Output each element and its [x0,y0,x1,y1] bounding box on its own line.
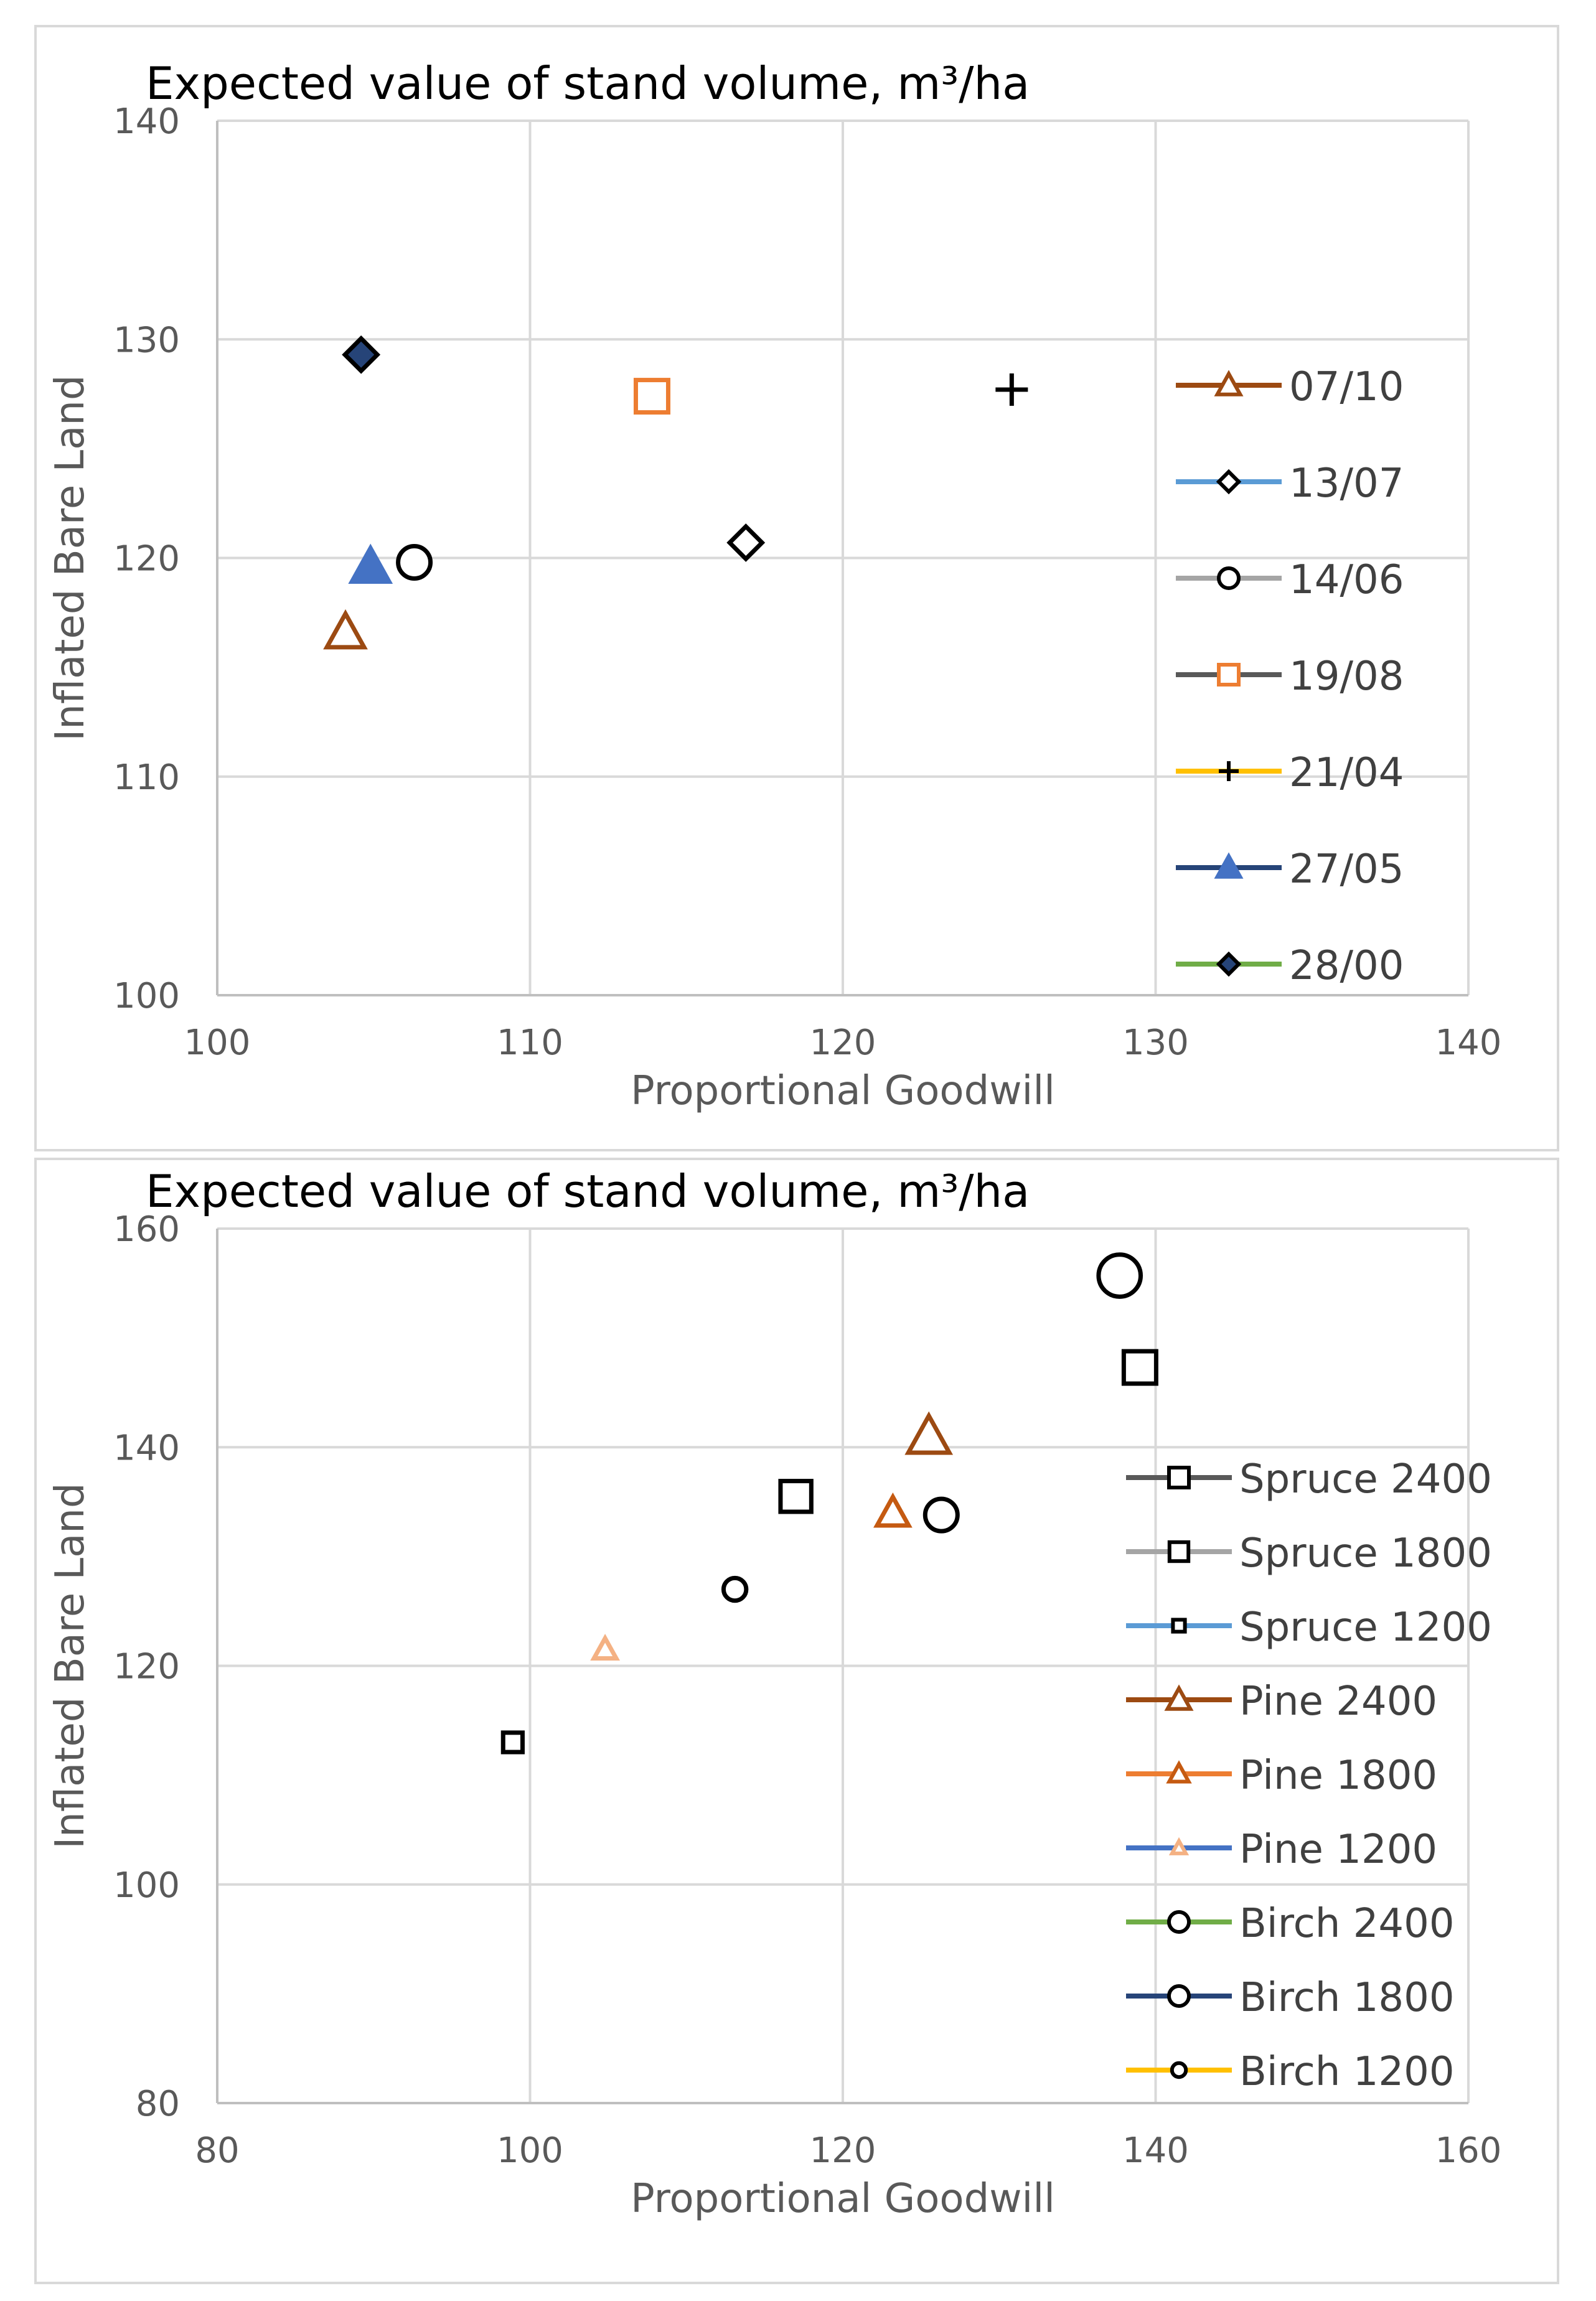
x-tick-label: 120 [810,2130,876,2171]
data-point [342,335,381,374]
legend-marker [1217,663,1241,687]
data-point [396,544,433,581]
legend-label: Birch 1200 [1239,2049,1455,2095]
legend-marker [1167,1466,1191,1489]
y-tick-label: 110 [113,757,180,798]
legend-item: Pine 1800 [1126,1753,1437,1799]
legend-item: Birch 1200 [1126,2049,1455,2095]
data-point [590,1634,620,1661]
y-tick-label: 120 [113,1647,180,1687]
x-tick-label: 160 [1435,2130,1502,2171]
legend-item: Spruce 2400 [1126,1456,1492,1502]
data-points [323,335,1028,650]
legend-marker [1167,1984,1191,2008]
x-tick-label: 140 [1122,2130,1189,2171]
legend-label: Pine 1200 [1239,1827,1437,1873]
y-tick-label: 100 [113,1865,180,1906]
legend-item: 13/07 [1176,461,1404,507]
legend-item: Pine 2400 [1126,1679,1437,1725]
legend-label: 07/10 [1289,364,1404,410]
legend-marker [1216,951,1242,977]
y-tick-label: 160 [113,1209,180,1250]
legend-item: Spruce 1200 [1126,1605,1492,1651]
legend-item: 14/06 [1176,557,1404,603]
legend-marker [1170,2061,1188,2079]
legend: Spruce 2400 Spruce 1800 Spruce 1200 Pine 24… [1126,1456,1492,2095]
legend-label: 28/00 [1289,943,1404,989]
data-points [500,1252,1158,1755]
data-point [348,543,393,584]
legend-marker [1167,1910,1191,1934]
data-point [726,523,766,562]
legend-marker [1214,370,1244,396]
legend-marker [1219,761,1239,781]
data-point [904,1411,954,1455]
legend-item: Birch 2400 [1126,1901,1455,1947]
legend-item: 27/05 [1176,846,1404,893]
legend-marker [1168,1837,1190,1855]
x-tick-label: 120 [810,1023,876,1063]
x-tick-label: 80 [195,2130,239,2171]
legend-label: Birch 1800 [1239,1975,1455,2021]
legend-label: Spruce 1200 [1239,1605,1492,1651]
data-point [323,609,368,650]
chart-panel-top: 100 110 120 130 140 100 110 120 130 140 Expected v… [34,25,1559,1151]
legend-marker [1171,1618,1187,1634]
legend-item: 07/10 [1176,364,1404,410]
legend-marker [1217,566,1241,590]
x-tick-label: 130 [1122,1023,1189,1063]
legend-label: Pine 1800 [1239,1753,1437,1799]
legend-label: 14/06 [1289,557,1404,603]
legend-label: 13/07 [1289,461,1404,507]
chart-title: Expected value of stand volume, m³/ha [146,57,1030,110]
legend-marker [1167,1540,1191,1563]
legend-item: 21/04 [1176,750,1404,796]
y-tick-label: 100 [113,976,180,1016]
legend-item: Spruce 1800 [1126,1530,1492,1577]
y-tick-label: 120 [113,539,180,579]
legend-label: Spruce 1800 [1239,1530,1492,1577]
legend-marker [1214,852,1244,879]
x-tick-label: 140 [1435,1023,1502,1063]
legend-label: 19/08 [1289,654,1404,700]
legend-marker [1166,1760,1192,1784]
y-tick-label: 140 [113,1428,180,1468]
legend-label: Spruce 2400 [1239,1456,1492,1502]
chart-title: Expected value of stand volume, m³/ha [146,1165,1030,1217]
x-tick-label: 110 [497,1023,563,1063]
data-point [500,1730,525,1755]
legend-label: Pine 2400 [1239,1679,1437,1725]
y-axis-label: Inflated Bare Land [47,1483,93,1849]
y-tick-label: 140 [113,101,180,142]
legend-item: 19/08 [1176,654,1404,700]
data-point [1096,1252,1143,1299]
legend-label: 27/05 [1289,846,1404,893]
data-point [721,1575,749,1603]
chart-panel-bottom: 80 100 120 140 160 80 100 120 140 160 Expected val… [34,1158,1559,2284]
data-point [1121,1349,1158,1386]
legend-marker [1216,469,1242,495]
data-point [922,1496,960,1534]
y-axis-label: Inflated Bare Land [47,375,93,741]
x-axis-label: Proportional Goodwill [631,2176,1055,2222]
x-tick-label: 100 [497,2130,563,2171]
x-tick-label: 100 [184,1023,251,1063]
legend-item: 28/00 [1176,943,1404,989]
legend-item: Birch 1800 [1126,1975,1455,2021]
data-point [633,378,670,415]
legend-marker [1164,1684,1194,1711]
legend-label: 21/04 [1289,750,1404,796]
grid [216,1227,1470,2104]
legend-label: Birch 2400 [1239,1901,1455,1947]
data-point [995,373,1028,406]
legend-item: Pine 1200 [1126,1827,1437,1873]
data-point [873,1493,913,1528]
x-axis-label: Proportional Goodwill [631,1068,1055,1114]
legend: 07/10 13/07 14/06 19/08 21/04 27/05 28/00 [1176,364,1404,989]
y-tick-label: 80 [136,2084,180,2124]
data-point [778,1479,814,1514]
y-tick-label: 130 [113,320,180,360]
